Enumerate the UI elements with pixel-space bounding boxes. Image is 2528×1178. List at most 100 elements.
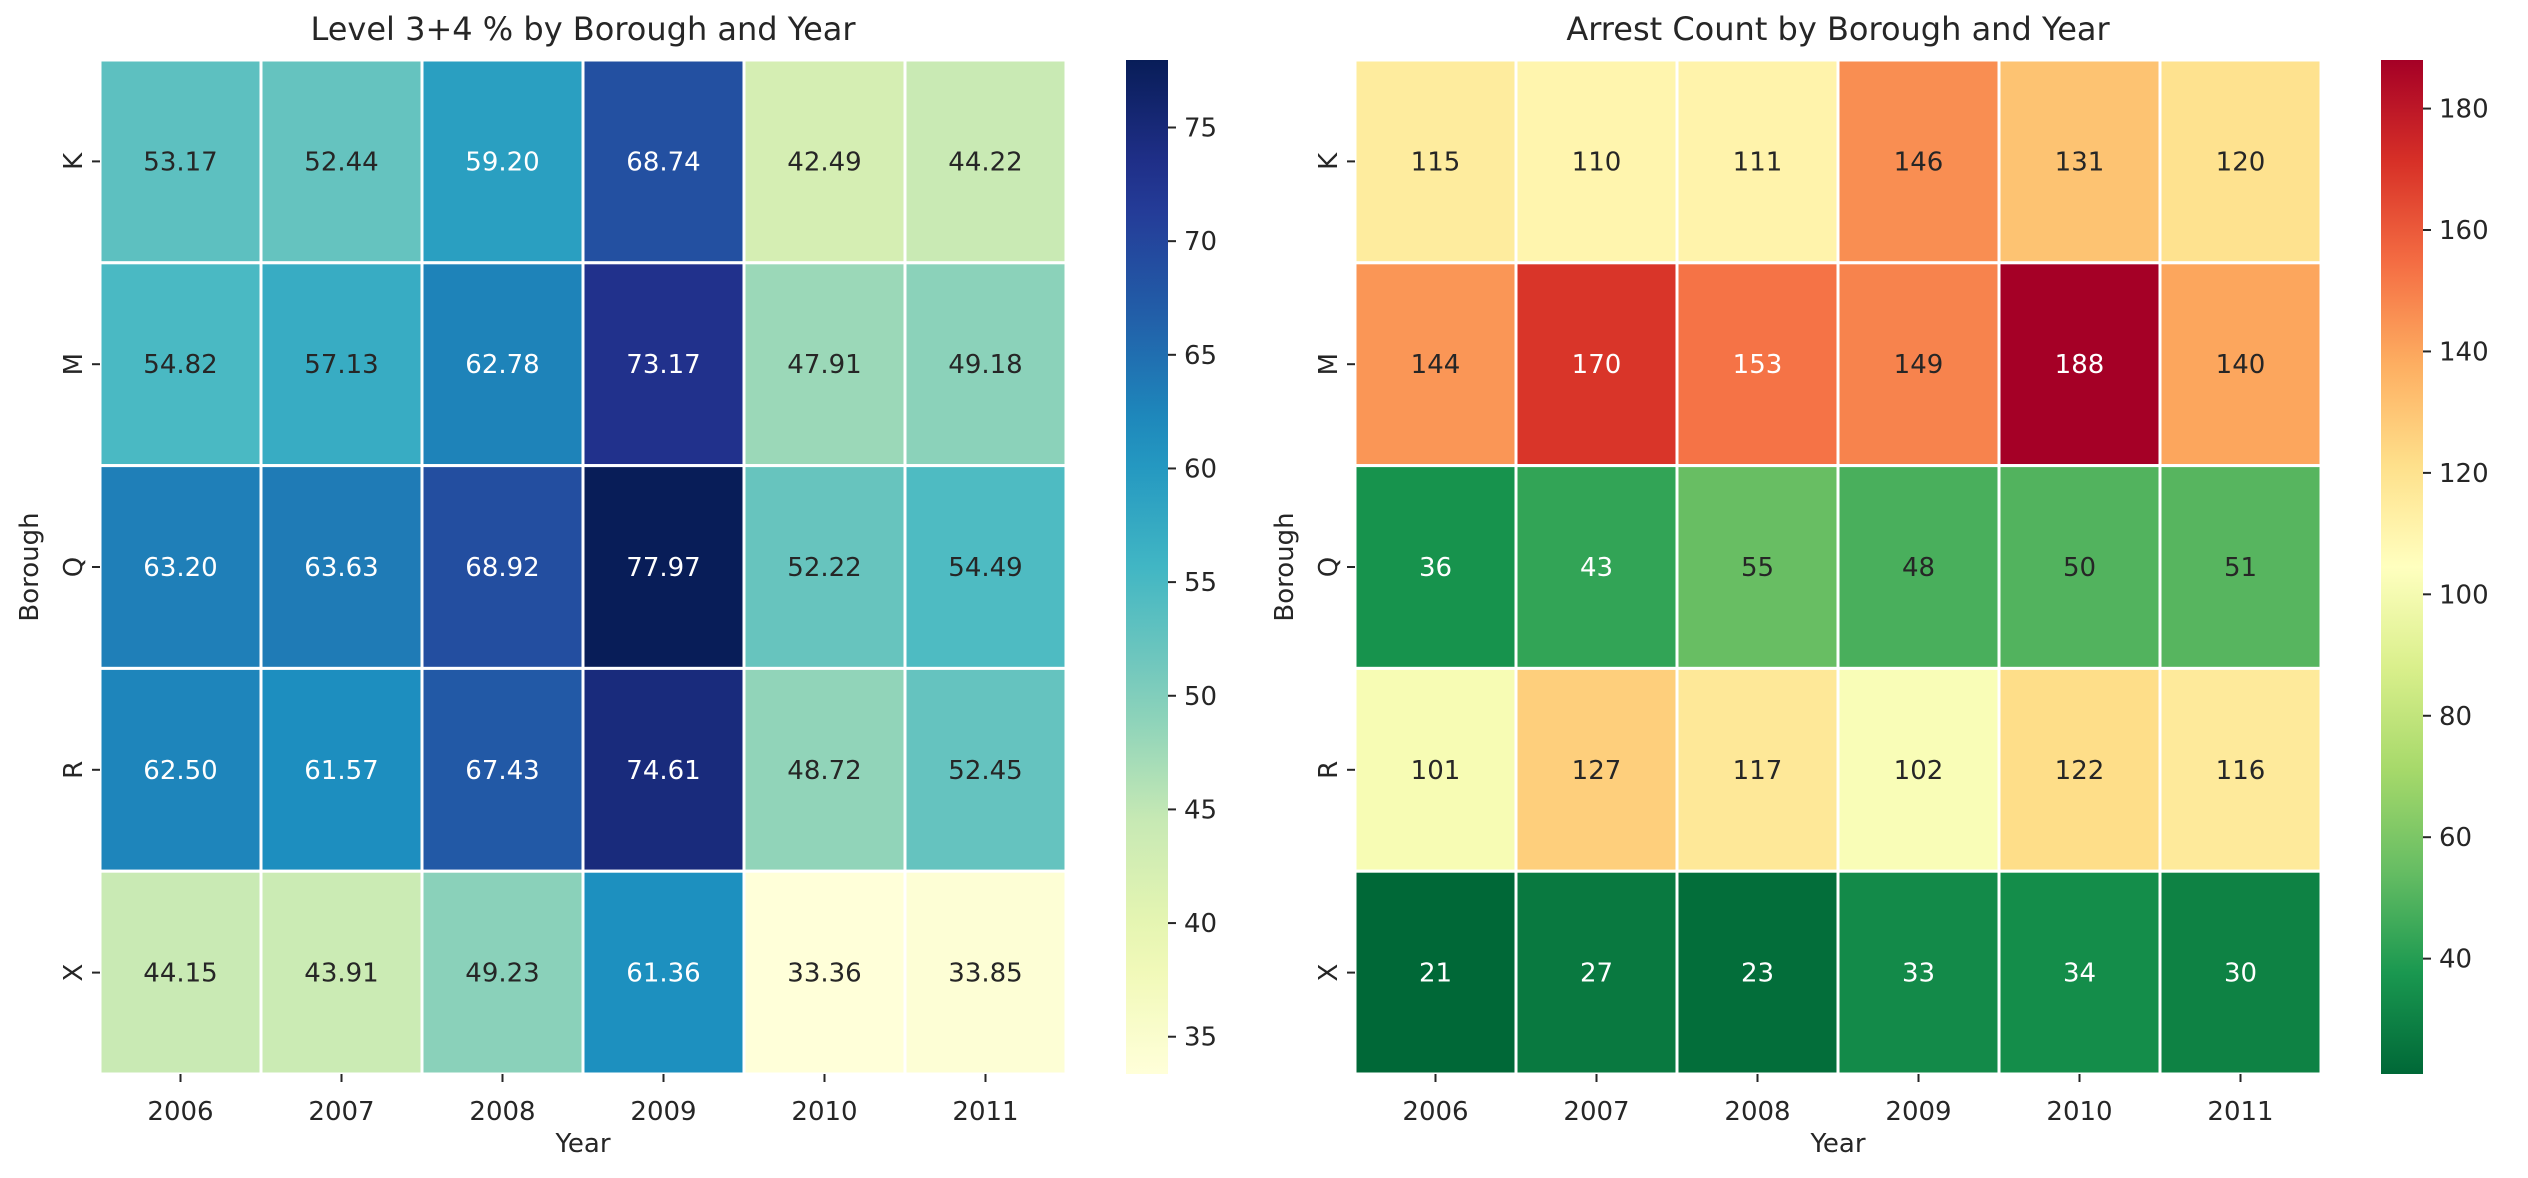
cell-value-label: 62.78 (465, 350, 539, 380)
cell-value-label: 43 (1580, 553, 1613, 583)
cell-value-label: 42.49 (787, 147, 861, 177)
colorbar-tick-label: 45 (1184, 795, 1217, 825)
x-tick-label: 2011 (952, 1097, 1018, 1127)
cell-value-label: 74.61 (626, 756, 700, 786)
x-tick-label: 2008 (469, 1097, 535, 1127)
cell-value-label: 44.22 (948, 147, 1022, 177)
y-tick-label: K (59, 152, 89, 170)
colorbar-tick-label: 65 (1184, 341, 1217, 371)
heatmap-cell (742, 869, 907, 1076)
cell-value-label: 33.85 (948, 959, 1022, 989)
heatmap-cell (903, 464, 1068, 670)
cell-value-label: 77.97 (626, 553, 700, 583)
cell-value-label: 115 (1411, 147, 1461, 177)
heatmap-cell (1675, 666, 1840, 873)
x-tick-label: 2007 (308, 1097, 374, 1127)
colorbar-ticks: 35 40 45 50 55 60 65 70 75 (1168, 114, 1217, 1053)
colorbar-tick-label: 60 (1184, 454, 1217, 484)
cell-value-label: 101 (1411, 756, 1461, 786)
cell-value-label: 63.20 (143, 553, 217, 583)
colorbar-tick-label: 180 (2439, 95, 2489, 125)
heatmap-cell (903, 869, 1068, 1076)
cell-value-label: 44.15 (143, 959, 217, 989)
cell-value-label: 188 (2055, 350, 2105, 380)
y-axis-label: Borough (1270, 512, 1300, 621)
heatmap-cell (1836, 464, 2001, 670)
heatmap-cell (1836, 869, 2001, 1076)
heatmap-cell (259, 261, 424, 468)
y-tick-label: Q (59, 557, 89, 577)
cell-value-label: 23 (1741, 959, 1774, 989)
cell-value-label: 122 (2055, 756, 2105, 786)
colorbar-tick-label: 140 (2439, 337, 2489, 367)
chart-title: Arrest Count by Borough and Year (1566, 10, 2110, 48)
cell-value-label: 36 (1419, 553, 1452, 583)
heatmap-cell (903, 58, 1068, 265)
heatmap-cell (581, 261, 746, 468)
heatmap-cell (1353, 58, 1518, 265)
heatmap-cell (1353, 666, 1518, 873)
heatmap-cell (420, 58, 585, 265)
heatmap-cell (2158, 261, 2323, 468)
heatmap-cell (1997, 666, 2162, 873)
cell-value-label: 43.91 (304, 959, 378, 989)
cell-value-label: 116 (2216, 756, 2266, 786)
heatmap-cell (259, 464, 424, 670)
colorbar-tick-label: 40 (2439, 945, 2472, 975)
heatmap-cells: 115 110 111 146 131 120 144 170 153 149 188 140 36 43… (1353, 58, 2323, 1076)
cell-value-label: 52.45 (948, 756, 1022, 786)
cell-value-label: 53.17 (143, 147, 217, 177)
heatmap-cell (1836, 666, 2001, 873)
cell-value-label: 102 (1894, 756, 1944, 786)
heatmap-cell (259, 58, 424, 265)
cell-value-label: 51 (2224, 553, 2257, 583)
cell-value-label: 52.44 (304, 147, 378, 177)
colorbar-tick-label: 40 (1184, 909, 1217, 939)
heatmap-cell (581, 869, 746, 1076)
x-tick-label: 2011 (2207, 1097, 2273, 1127)
colorbar (1126, 60, 1168, 1074)
heatmap-cell (903, 666, 1068, 873)
cell-value-label: 27 (1580, 959, 1613, 989)
heatmap-cell (259, 666, 424, 873)
colorbar-tick-label: 100 (2439, 580, 2489, 610)
x-tick-label: 2010 (791, 1097, 857, 1127)
level-heatmap-panel: Level 3+4 % by Borough and Year 53.17 52.… (15, 10, 1217, 1159)
cell-value-label: 68.92 (465, 553, 539, 583)
cell-value-label: 21 (1419, 959, 1452, 989)
x-axis-label: Year (554, 1129, 610, 1159)
x-tick-label: 2009 (1885, 1097, 1951, 1127)
y-tick-label: K (1314, 152, 1344, 170)
heatmap-cell (581, 464, 746, 670)
y-tick-label: R (59, 761, 89, 779)
x-tick-label: 2010 (2046, 1097, 2112, 1127)
y-tick-label: M (1314, 353, 1344, 375)
colorbar-tick-label: 75 (1184, 114, 1217, 144)
colorbar-tick-label: 70 (1184, 227, 1217, 257)
x-tick-label: 2006 (147, 1097, 213, 1127)
heatmap-cell (1353, 869, 1518, 1076)
cell-value-label: 57.13 (304, 350, 378, 380)
heatmap-cell (742, 464, 907, 670)
heatmap-cell (1675, 869, 1840, 1076)
heatmap-cell (98, 58, 263, 265)
y-tick-label: Q (1314, 557, 1344, 577)
cell-value-label: 149 (1894, 350, 1944, 380)
colorbar-tick-label: 120 (2439, 459, 2489, 489)
cell-value-label: 146 (1894, 147, 1944, 177)
cell-value-label: 140 (2216, 350, 2266, 380)
cell-value-label: 131 (2055, 147, 2105, 177)
cell-value-label: 144 (1411, 350, 1461, 380)
x-tick-label: 2007 (1563, 1097, 1629, 1127)
colorbar-ticks: 40 60 80 100 120 140 160 180 (2423, 95, 2489, 975)
heatmap-cell (742, 666, 907, 873)
heatmap-cell (420, 869, 585, 1076)
cell-value-label: 48 (1902, 553, 1935, 583)
cell-value-label: 49.23 (465, 959, 539, 989)
y-axis-label: Borough (15, 512, 45, 621)
heatmap-cell (581, 666, 746, 873)
x-tick-label: 2009 (630, 1097, 696, 1127)
colorbar-tick-label: 55 (1184, 568, 1217, 598)
cell-value-label: 62.50 (143, 756, 217, 786)
cell-value-label: 33 (1902, 959, 1935, 989)
